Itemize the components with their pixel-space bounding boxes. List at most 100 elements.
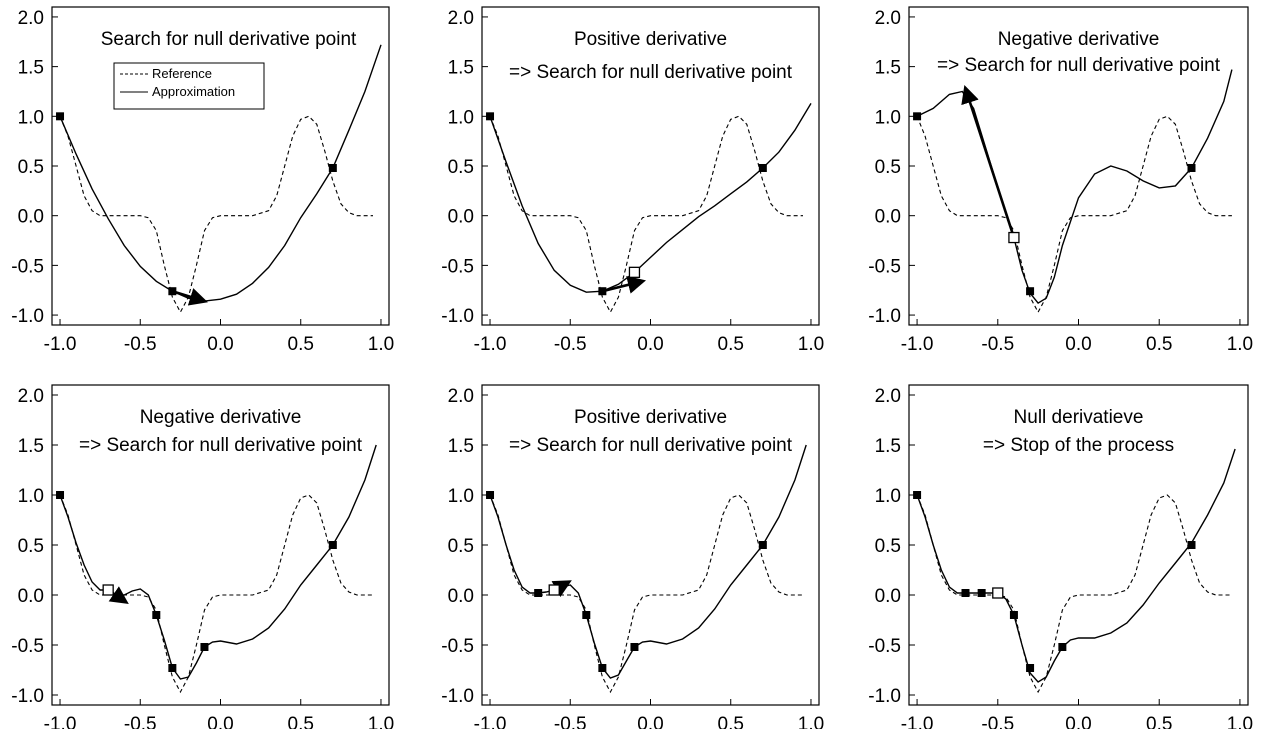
sample-point	[582, 611, 591, 619]
approximation-curve	[489, 444, 807, 679]
derivative-arrow	[602, 275, 647, 294]
approximation-curve	[916, 448, 1236, 683]
sample-point	[1187, 541, 1196, 549]
y-tick-label: 2.0	[18, 8, 44, 29]
y-tick-label: 2.0	[875, 8, 901, 29]
sample-point	[1187, 163, 1196, 172]
panel-6: -1.0 -0.5 0.0 0.5 1.0 -1.0 -0.5 0.0 0.5 1.0 1.5 2.0…	[868, 384, 1253, 729]
panel-title-line: Positive derivative	[574, 407, 727, 428]
y-tick-label: 1.5	[18, 58, 44, 79]
legend: Reference Approximation	[113, 62, 265, 110]
y-tick-label: -1.0	[11, 686, 44, 707]
y-tick-label: 2.0	[448, 386, 474, 407]
x-tick-label: -0.5	[124, 334, 157, 355]
sample-point	[328, 541, 337, 549]
y-tick-label: 0.5	[448, 536, 474, 557]
x-tick-label: 0.0	[1065, 714, 1091, 729]
panel-1: -1.0 -0.5 0.0 0.5 1.0 -1.0 -0.5 0.0 0.5 1.0 1.5 2.0…	[11, 6, 394, 355]
y-tick-label: -1.0	[11, 306, 44, 327]
sample-point	[328, 163, 337, 172]
sample-point	[977, 589, 986, 597]
sample-point	[486, 491, 495, 499]
sample-point	[758, 163, 767, 172]
x-tick-label: 1.0	[798, 714, 824, 729]
y-tick-label: 0.5	[18, 157, 44, 178]
y-tick-label: 1.0	[448, 486, 474, 507]
x-tick-label: 0.5	[1146, 334, 1172, 355]
y-tick-label: 1.0	[875, 486, 901, 507]
legend-box	[113, 62, 265, 110]
panel-2: -1.0 -0.5 0.0 0.5 1.0 -1.0 -0.5 0.0 0.5 1.0 1.5 2.0…	[441, 6, 824, 355]
y-tick-label: -1.0	[868, 306, 901, 327]
y-tick-label: 1.5	[18, 436, 44, 457]
x-tick-label: -0.5	[981, 714, 1014, 729]
sample-point	[1026, 664, 1035, 672]
reference-curve	[489, 494, 803, 694]
sample-point	[200, 643, 209, 651]
y-tick-label: 0.0	[875, 207, 901, 228]
reference-curve	[916, 494, 1232, 694]
x-tick-label: -0.5	[554, 334, 587, 355]
plot-frame	[51, 6, 390, 326]
approximation-curve	[59, 444, 377, 680]
panel-title-line: => Search for null derivative point	[937, 55, 1221, 76]
current-point	[1008, 231, 1020, 244]
x-tick-label: -1.0	[474, 714, 507, 729]
panel-3: -1.0 -0.5 0.0 0.5 1.0 -1.0 -0.5 0.0 0.5 1.0 1.5 2.0…	[868, 6, 1253, 355]
sample-point	[961, 589, 970, 597]
panel-title-line: => Search for null derivative point	[79, 435, 363, 456]
panel-title-line: Negative derivative	[998, 29, 1160, 50]
x-tick-label: 0.0	[207, 714, 233, 729]
x-tick-label: 1.0	[368, 334, 394, 355]
y-tick-label: 1.5	[875, 436, 901, 457]
sample-point	[913, 491, 922, 499]
current-point	[102, 584, 114, 596]
y-tick-label: -0.5	[868, 256, 901, 277]
sample-point	[758, 541, 767, 549]
derivative-arrow	[171, 288, 208, 306]
approximation-curve	[916, 69, 1233, 305]
sample-point	[534, 589, 543, 597]
reference-curve	[59, 115, 373, 314]
derivative-arrow	[961, 85, 1016, 238]
y-tick-label: -0.5	[868, 636, 901, 657]
sample-point	[598, 287, 607, 296]
panel-title-line: Positive derivative	[574, 29, 727, 50]
y-tick-label: 0.0	[448, 586, 474, 607]
panel-title-line: => Search for null derivative point	[509, 62, 793, 83]
x-tick-label: 0.0	[207, 334, 233, 355]
x-tick-label: 0.5	[1146, 714, 1172, 729]
reference-curve	[489, 115, 803, 314]
y-tick-label: 1.5	[448, 58, 474, 79]
sample-point	[1009, 611, 1018, 619]
approximation-curve	[59, 44, 382, 302]
sample-point	[913, 112, 922, 121]
sample-point	[1058, 643, 1067, 651]
y-tick-label: -0.5	[11, 256, 44, 277]
sample-point	[598, 664, 607, 672]
x-tick-label: 1.0	[368, 714, 394, 729]
y-tick-label: 2.0	[448, 8, 474, 29]
y-tick-label: 1.5	[875, 58, 901, 79]
current-point	[548, 584, 560, 596]
current-point	[992, 587, 1004, 599]
x-tick-label: 0.5	[288, 334, 314, 355]
reference-curve	[916, 115, 1232, 314]
plot-frame	[481, 384, 820, 706]
sample-point	[486, 112, 495, 121]
x-tick-label: -0.5	[124, 714, 157, 729]
legend-label: Reference	[152, 66, 212, 81]
x-tick-label: -0.5	[981, 334, 1014, 355]
panel-5: -1.0 -0.5 0.0 0.5 1.0 -1.0 -0.5 0.0 0.5 1.0 1.5 2.0…	[441, 384, 824, 729]
x-tick-label: 0.5	[718, 334, 744, 355]
y-tick-label: -0.5	[11, 636, 44, 657]
y-tick-label: 0.5	[875, 536, 901, 557]
y-tick-label: 2.0	[18, 386, 44, 407]
current-point	[628, 266, 641, 278]
x-tick-label: 0.5	[718, 714, 744, 729]
sample-point	[168, 664, 177, 672]
panel-title-line: Null derivatieve	[1014, 407, 1144, 428]
y-tick-label: -1.0	[441, 686, 474, 707]
y-tick-label: 0.5	[448, 157, 474, 178]
